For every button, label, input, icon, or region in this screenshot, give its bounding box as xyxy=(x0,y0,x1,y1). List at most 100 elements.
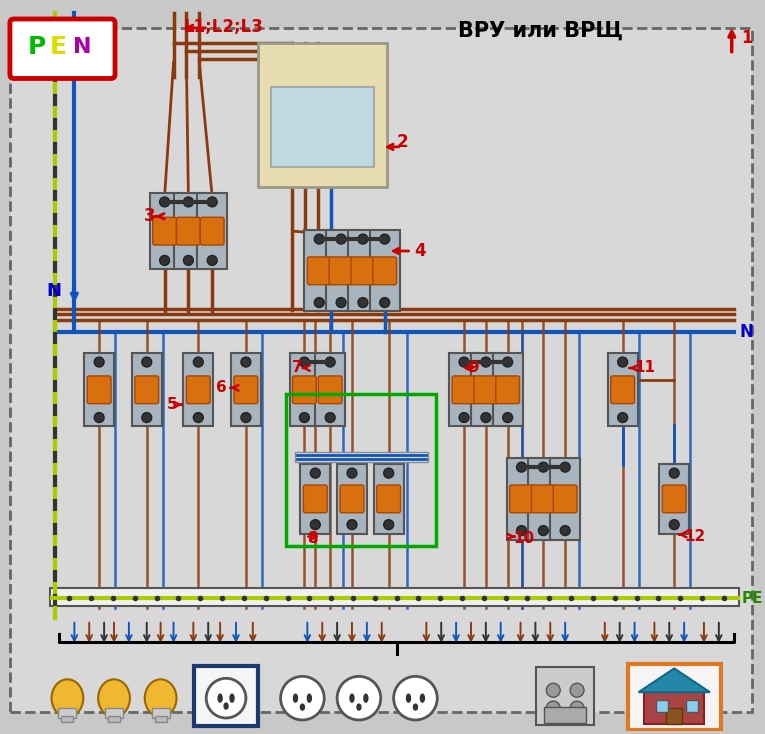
Circle shape xyxy=(142,413,151,423)
Circle shape xyxy=(281,676,324,720)
FancyBboxPatch shape xyxy=(197,193,227,269)
Ellipse shape xyxy=(230,694,234,702)
FancyBboxPatch shape xyxy=(177,217,200,245)
Circle shape xyxy=(94,413,104,423)
Text: P: P xyxy=(28,34,46,59)
Bar xyxy=(155,716,167,722)
Text: 5: 5 xyxy=(167,397,177,413)
Bar xyxy=(151,708,170,718)
Circle shape xyxy=(546,701,560,715)
Circle shape xyxy=(481,357,491,367)
FancyBboxPatch shape xyxy=(187,376,210,404)
Text: E: E xyxy=(50,34,67,59)
Circle shape xyxy=(160,255,170,266)
Circle shape xyxy=(336,297,346,308)
Ellipse shape xyxy=(224,703,228,709)
FancyBboxPatch shape xyxy=(493,353,522,426)
Circle shape xyxy=(617,413,627,423)
FancyBboxPatch shape xyxy=(662,485,686,513)
FancyBboxPatch shape xyxy=(610,376,634,404)
Ellipse shape xyxy=(218,694,222,702)
Circle shape xyxy=(394,676,438,720)
Circle shape xyxy=(142,357,151,367)
Circle shape xyxy=(347,520,357,530)
FancyBboxPatch shape xyxy=(150,193,180,269)
FancyBboxPatch shape xyxy=(200,217,224,245)
Circle shape xyxy=(194,413,203,423)
Ellipse shape xyxy=(364,694,368,702)
Circle shape xyxy=(539,526,549,536)
Ellipse shape xyxy=(145,680,177,717)
Circle shape xyxy=(160,197,170,207)
Bar xyxy=(644,692,704,724)
Circle shape xyxy=(347,468,357,478)
FancyBboxPatch shape xyxy=(318,376,342,404)
Text: N: N xyxy=(47,282,61,299)
Ellipse shape xyxy=(350,694,354,702)
FancyBboxPatch shape xyxy=(329,257,353,285)
Text: 7: 7 xyxy=(292,360,303,376)
FancyBboxPatch shape xyxy=(184,353,213,426)
Circle shape xyxy=(669,520,679,530)
Circle shape xyxy=(184,255,194,266)
FancyBboxPatch shape xyxy=(135,376,158,404)
Circle shape xyxy=(311,520,321,530)
FancyBboxPatch shape xyxy=(340,485,364,513)
Circle shape xyxy=(299,413,309,423)
FancyBboxPatch shape xyxy=(87,376,111,404)
Circle shape xyxy=(299,357,309,367)
FancyBboxPatch shape xyxy=(550,458,580,539)
FancyBboxPatch shape xyxy=(348,230,378,311)
Circle shape xyxy=(358,234,368,244)
Circle shape xyxy=(314,297,324,308)
Bar xyxy=(61,716,73,722)
Circle shape xyxy=(325,357,335,367)
Text: PE: PE xyxy=(741,591,763,606)
Text: 6: 6 xyxy=(216,380,227,396)
Text: 9: 9 xyxy=(468,360,479,376)
Circle shape xyxy=(560,462,570,472)
Polygon shape xyxy=(639,669,710,692)
Circle shape xyxy=(311,468,321,478)
FancyBboxPatch shape xyxy=(315,353,345,426)
FancyBboxPatch shape xyxy=(452,376,476,404)
FancyBboxPatch shape xyxy=(10,19,115,79)
Text: 11: 11 xyxy=(634,360,656,376)
Bar xyxy=(656,700,669,712)
Circle shape xyxy=(379,234,389,244)
Circle shape xyxy=(241,413,251,423)
Bar xyxy=(105,708,123,718)
Text: N: N xyxy=(740,323,754,341)
FancyBboxPatch shape xyxy=(308,257,331,285)
FancyBboxPatch shape xyxy=(326,230,356,311)
FancyBboxPatch shape xyxy=(301,464,330,534)
Ellipse shape xyxy=(308,694,311,702)
Circle shape xyxy=(207,197,217,207)
Text: 4: 4 xyxy=(415,242,426,260)
Circle shape xyxy=(384,468,394,478)
FancyBboxPatch shape xyxy=(10,28,751,712)
Circle shape xyxy=(207,255,217,266)
Circle shape xyxy=(669,468,679,478)
Circle shape xyxy=(194,357,203,367)
Circle shape xyxy=(570,683,584,697)
Ellipse shape xyxy=(98,680,130,717)
FancyBboxPatch shape xyxy=(231,353,261,426)
Ellipse shape xyxy=(421,694,425,702)
FancyBboxPatch shape xyxy=(449,353,479,426)
Circle shape xyxy=(358,297,368,308)
Text: 3: 3 xyxy=(144,207,155,225)
Ellipse shape xyxy=(294,694,298,702)
Bar xyxy=(686,700,698,712)
Circle shape xyxy=(336,234,346,244)
FancyBboxPatch shape xyxy=(529,458,558,539)
Circle shape xyxy=(325,413,335,423)
Circle shape xyxy=(384,520,394,530)
Circle shape xyxy=(241,357,251,367)
Text: 1: 1 xyxy=(741,29,754,47)
FancyBboxPatch shape xyxy=(553,485,577,513)
FancyBboxPatch shape xyxy=(174,193,203,269)
FancyBboxPatch shape xyxy=(369,230,399,311)
Text: 8: 8 xyxy=(308,531,318,546)
FancyBboxPatch shape xyxy=(304,485,327,513)
